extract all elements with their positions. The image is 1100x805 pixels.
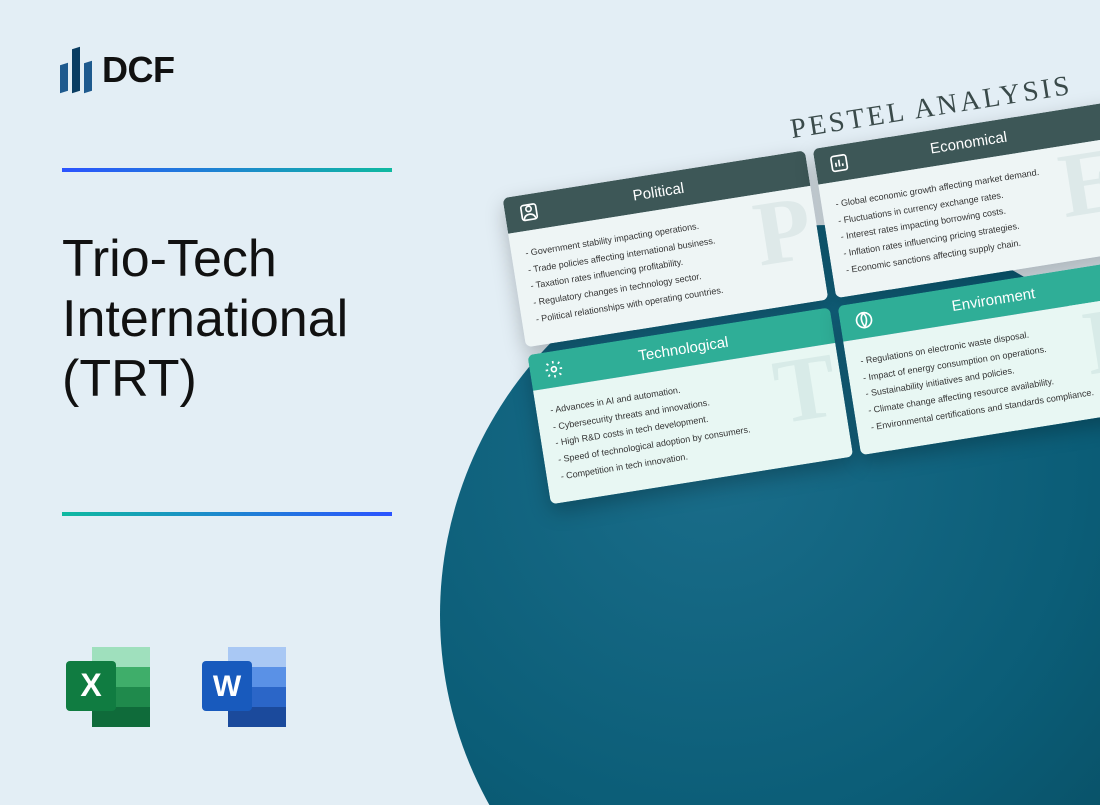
infographic-canvas: DCF Trio-Tech International (TRT) X W [0,0,1100,805]
leaf-icon [853,309,876,332]
user-icon [518,201,541,224]
gear-icon [542,358,565,381]
word-icon: W [198,639,294,735]
page-title: Trio-Tech International (TRT) [62,230,482,409]
logo-text: DCF [102,49,175,91]
file-icons-row: X W [62,639,294,735]
divider-top [62,168,392,172]
word-letter: W [213,670,242,703]
logo-bars-icon [60,48,92,92]
excel-icon: X [62,639,158,735]
logo: DCF [60,48,175,92]
chart-icon [828,152,851,175]
divider-bottom [62,512,392,516]
excel-letter: X [80,667,102,703]
